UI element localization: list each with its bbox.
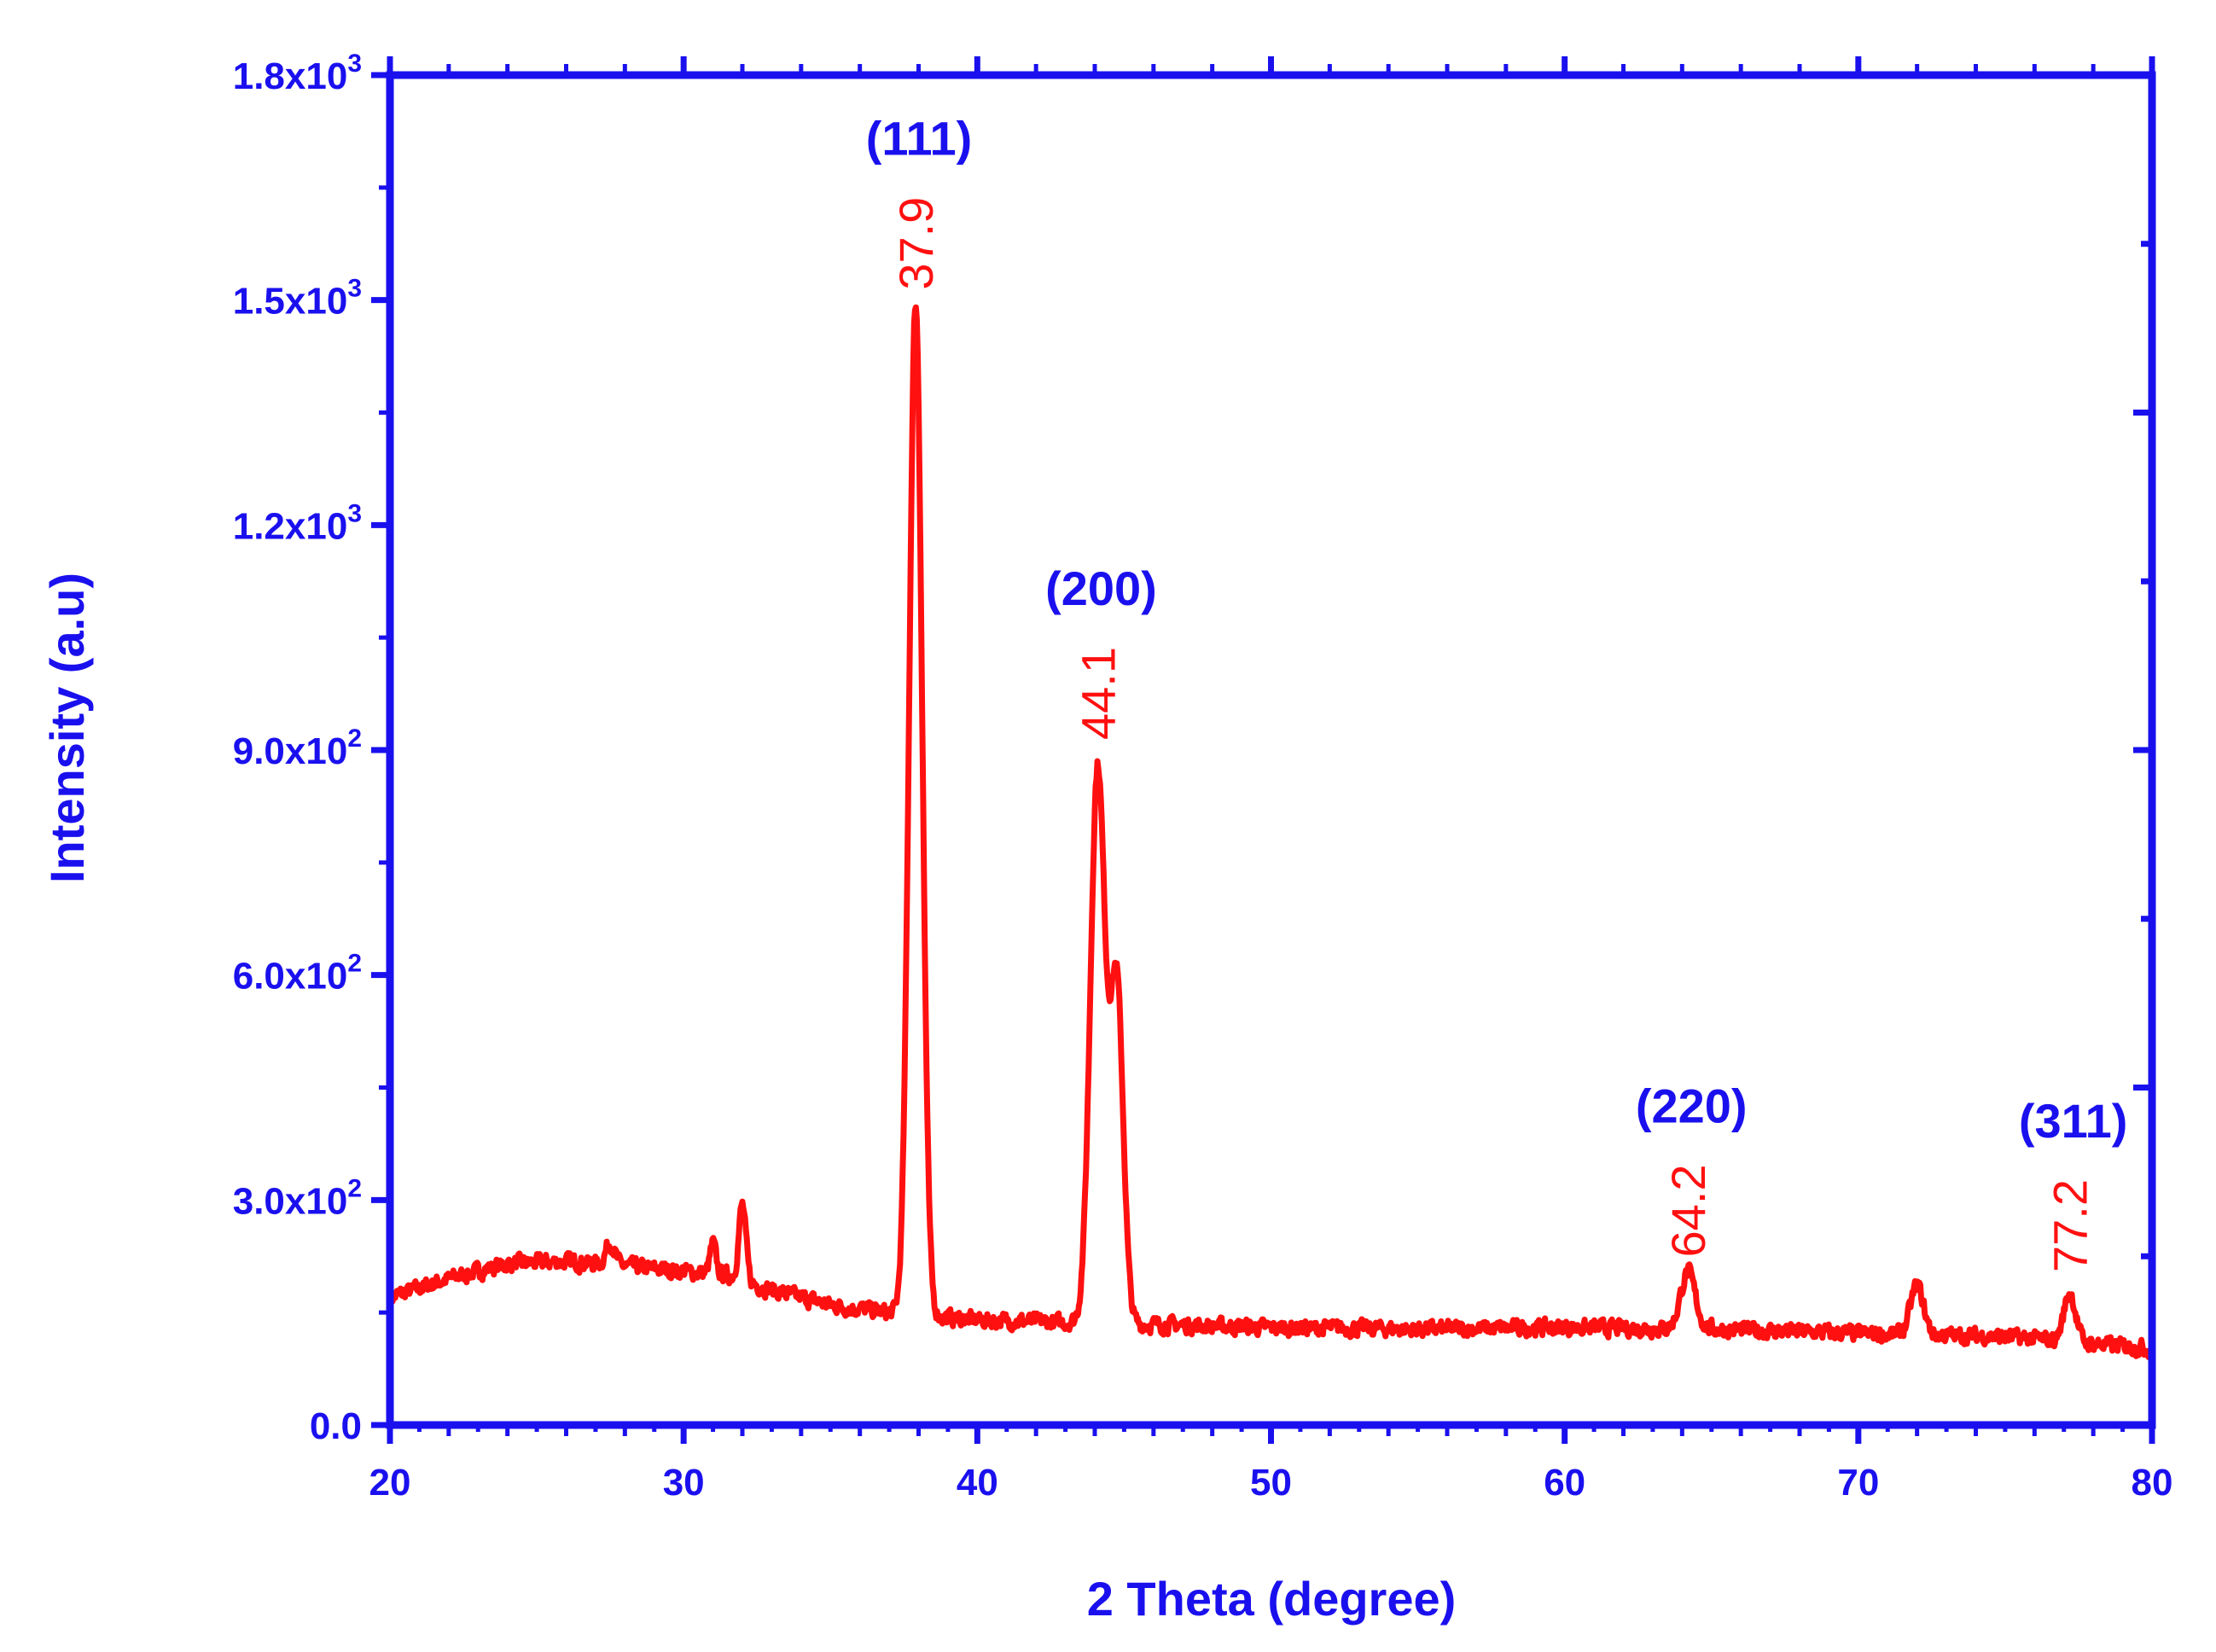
y-tick-label: 3.0x102 bbox=[233, 1174, 362, 1222]
xrd-series-line bbox=[387, 304, 2155, 1360]
plot-layer bbox=[386, 71, 2156, 1429]
x-tick-label: 60 bbox=[1544, 1462, 1585, 1504]
peak-position-label: 64.2 bbox=[1661, 1164, 1715, 1257]
plot-frame bbox=[386, 71, 2156, 1429]
peak-position-label: 44.1 bbox=[1071, 647, 1125, 740]
ticks-layer bbox=[371, 56, 2155, 1444]
x-axis-title: 2 Theta (degree) bbox=[1087, 1572, 1457, 1626]
y-tick-label: 6.0x102 bbox=[233, 950, 362, 998]
hkl-label: (311) bbox=[2019, 1094, 2128, 1148]
hkl-label: (111) bbox=[866, 112, 973, 166]
y-tick-label: 1.2x103 bbox=[233, 499, 362, 547]
x-tick-label: 80 bbox=[2132, 1462, 2173, 1504]
y-axis-title: Intensity (a.u) bbox=[40, 573, 94, 883]
x-tick-label: 50 bbox=[1250, 1462, 1292, 1504]
y-tick-label: 1.8x103 bbox=[233, 49, 362, 97]
peak-position-label: 77.2 bbox=[2044, 1179, 2097, 1272]
hkl-label: (200) bbox=[1045, 561, 1157, 615]
hkl-label: (220) bbox=[1636, 1079, 1748, 1132]
x-tick-label: 70 bbox=[1837, 1462, 1879, 1504]
x-tick-label: 20 bbox=[369, 1462, 411, 1504]
x-tick-label: 40 bbox=[957, 1462, 998, 1504]
y-tick-label: 0.0 bbox=[310, 1405, 362, 1447]
peak-position-label: 37.9 bbox=[889, 197, 943, 290]
x-tick-label: 30 bbox=[663, 1462, 705, 1504]
labels-layer: 20 30 40 50 60 70 80 0.0 3.0x102 6.0x102 9.0x102 1.… bbox=[233, 49, 2173, 1504]
y-tick-label: 9.0x102 bbox=[233, 724, 362, 772]
y-tick-label: 1.5x103 bbox=[233, 275, 362, 323]
